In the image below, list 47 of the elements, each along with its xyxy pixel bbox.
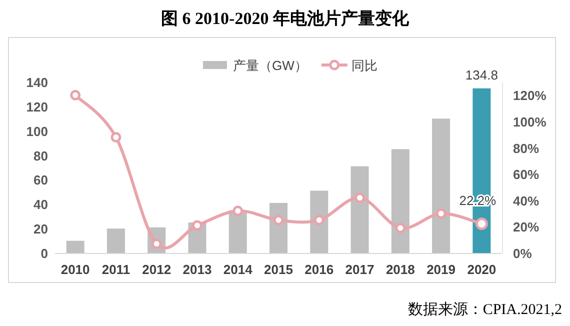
bar	[106, 228, 125, 253]
x-tick-label: 2013	[182, 262, 212, 277]
point	[314, 214, 324, 226]
y-tick-label: 100	[26, 124, 48, 139]
source-note: 数据来源：CPIA.2021,2	[408, 301, 562, 318]
y2-tick-label: 100%	[513, 114, 547, 130]
point	[436, 208, 446, 219]
x-tick-label: 2011	[102, 262, 130, 277]
y2-tick-label: 60%	[513, 167, 540, 182]
y-tick-label: 20	[34, 222, 48, 237]
point	[273, 214, 284, 226]
x-tick-label: 2018	[386, 262, 415, 277]
y-tick-label: 60	[34, 172, 48, 188]
bar	[391, 149, 410, 253]
bar	[228, 210, 247, 253]
x-tick-label: 2012	[142, 262, 172, 277]
x-tick-label: 2019	[426, 262, 456, 277]
x-tick-label: 2020	[467, 262, 496, 277]
bar	[350, 166, 369, 253]
x-tick-label: 2017	[345, 262, 374, 277]
y-tick-label: 0	[40, 246, 48, 261]
y-tick-label: 140	[26, 75, 48, 90]
y2-tick-label: 40%	[513, 193, 540, 208]
point	[232, 206, 244, 216]
x-tick-label: 2010	[60, 262, 90, 277]
x-tick-label: 2016	[304, 262, 334, 277]
y-tick-label: 120	[26, 99, 48, 114]
legend-label: 同比	[351, 58, 378, 73]
point	[110, 132, 122, 142]
y2-tick-label: 20%	[513, 220, 540, 235]
y2-tick-label: 80%	[513, 140, 540, 156]
legend-label: 产量（GW）	[233, 58, 308, 73]
x-tick-label: 2015	[264, 262, 293, 277]
y-tick-label: 40	[34, 197, 48, 212]
x-tick-label: 2014	[223, 262, 254, 277]
y2-tick-label: 0%	[513, 246, 532, 261]
bar	[432, 118, 450, 253]
point	[192, 220, 202, 231]
chart-title: 图 6 2010-2020 年电池片产量变化	[161, 9, 410, 28]
y-tick-label: 80	[34, 148, 48, 164]
bar	[310, 190, 328, 253]
point	[354, 192, 366, 204]
point	[395, 222, 406, 234]
data-label: 134.8	[465, 67, 498, 82]
bar	[66, 240, 84, 253]
y2-tick-label: 120%	[513, 88, 547, 104]
point	[70, 90, 81, 100]
